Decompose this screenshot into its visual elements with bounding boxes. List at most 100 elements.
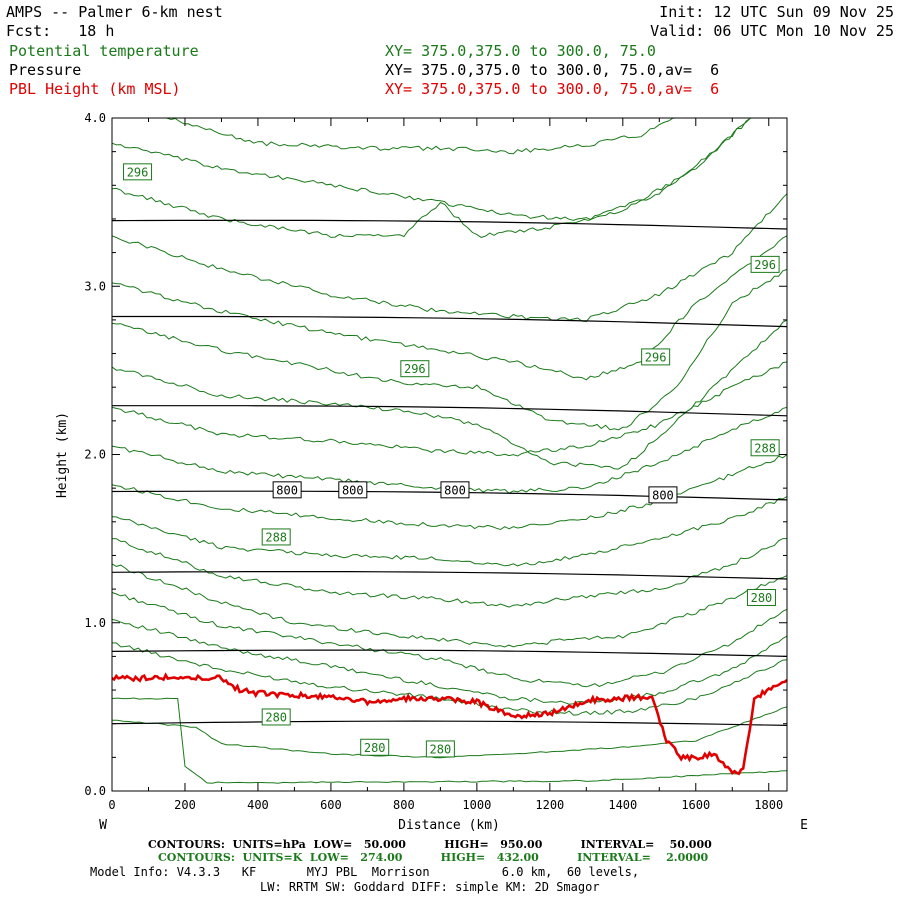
contour-label-text: 296 [645, 350, 667, 364]
theta-contour-3 [111, 563, 788, 648]
x-tick-label: 600 [320, 798, 342, 812]
contour-label-box [750, 439, 780, 457]
contour-label-3: 296 [400, 360, 430, 378]
forecast-label: Fcst: 18 h [6, 23, 114, 40]
y-axis-label: Height (km) [55, 412, 70, 498]
contour-label-text: 800 [444, 483, 466, 497]
footer-theta-contours: CONTOURS: UNITS=K LOW= 274.00 HIGH= 432.… [158, 851, 709, 864]
pressure-contour-1 [111, 649, 788, 657]
contour-label-11: 800 [338, 481, 368, 499]
theta-contour-10 [111, 268, 788, 431]
field-name-theta: Potential temperature [9, 42, 199, 60]
contour-label-box [360, 738, 390, 756]
contour-label-7: 280 [261, 708, 291, 726]
field-name-pbl: PBL Height (km MSL) [9, 80, 181, 98]
contour-label-box [641, 348, 671, 366]
contour-label-text: 280 [430, 742, 452, 756]
contour-label-text: 288 [754, 441, 776, 455]
contour-label-box [425, 740, 455, 758]
contour-label-text: 800 [652, 488, 674, 502]
contour-label-text: 280 [265, 710, 287, 724]
footer-physics: LW: RRTM SW: Goddard DIFF: simple KM: 2D… [260, 880, 600, 894]
x-tick-label: 1600 [681, 798, 710, 812]
east-end-label: E [800, 818, 808, 833]
y-tick-label: 2.0 [84, 448, 106, 462]
contour-label-group: 296 296 296 296 288 288 280 280 280 280 800 800 800 8… [123, 163, 780, 758]
contour-label-12: 800 [440, 481, 470, 499]
fcst-label: Fcst: [6, 22, 52, 40]
theta-contour-14 [111, 117, 751, 221]
y-tick-label: 0.0 [84, 784, 106, 798]
pressure-contour-4 [112, 405, 788, 417]
contour-label-text: 296 [127, 165, 149, 179]
contour-label-text: 296 [404, 362, 426, 376]
contour-label-5: 288 [261, 528, 291, 546]
contour-label-box [440, 481, 470, 499]
y-tick-label: 4.0 [84, 111, 106, 125]
field-name-pressure: Pressure [9, 61, 82, 79]
footer-model-info: Model Info: V4.3.3 KF MYJ PBL Morrison 6… [90, 865, 640, 879]
contour-label-box [400, 360, 430, 378]
footer-pressure-contours: CONTOURS: UNITS=hPa LOW= 50.000 HIGH= 95… [148, 838, 712, 851]
theta-contour-9 [111, 319, 788, 470]
field-xs-pbl: XY= 375.0,375.0 to 300.0, 75.0,av= 6 [385, 80, 720, 98]
contour-label-box [648, 486, 678, 504]
init-time: Init: 12 UTC Sun 09 Nov 25 [659, 3, 894, 21]
x-tick-label: 200 [174, 798, 196, 812]
pressure-contour-0 [111, 720, 788, 726]
contour-label-4: 288 [750, 439, 780, 457]
contour-label-text: 280 [364, 741, 386, 755]
contour-label-8: 280 [360, 738, 390, 756]
contour-label-box [123, 163, 153, 181]
y-tick-label: 1.0 [84, 616, 106, 630]
pressure-contour-5 [112, 315, 788, 328]
theta-contour-4 [111, 538, 787, 608]
x-tick-label: 1200 [535, 798, 564, 812]
contour-label-box [261, 708, 291, 726]
contour-label-9: 280 [425, 740, 455, 758]
contour-label-box [746, 589, 776, 607]
valid-time: Valid: 06 UTC Mon 10 Nov 25 [650, 22, 894, 40]
contour-label-box [338, 481, 368, 499]
axis-group: 0 200 400 600 800 1000 1200 1400 1600 1800 0.0 1.0 2… [84, 111, 787, 812]
contour-label-text: 296 [754, 258, 776, 272]
pbl-height-group [111, 672, 788, 776]
contour-label-text: 280 [751, 591, 773, 605]
contour-label-box [750, 255, 780, 273]
theta-contour-15 [166, 117, 678, 155]
x-axis-label: Distance (km) [398, 818, 500, 833]
theta-contour-5 [111, 496, 788, 567]
fcst-value: 18 h [78, 22, 115, 40]
contour-label-1: 296 [750, 255, 780, 273]
contour-label-text: 800 [276, 483, 298, 497]
field-xs-pressure: XY= 375.0,375.0 to 300.0, 75.0,av= 6 [385, 61, 720, 79]
theta-contour-1 [111, 618, 788, 705]
pressure-contour-6 [111, 219, 788, 230]
contour-label-10: 800 [272, 481, 302, 499]
x-tick-label: 0 [108, 798, 115, 812]
contour-label-13: 800 [648, 486, 678, 504]
chart-title: AMPS -- Palmer 6-km nest [6, 3, 223, 21]
field-xs-theta: XY= 375.0,375.0 to 300.0, 75.0 [385, 42, 656, 60]
pbl-height-line [111, 672, 788, 776]
x-tick-label: 1000 [462, 798, 491, 812]
theta-contour-11 [111, 235, 788, 381]
contour-label-6: 280 [746, 589, 776, 607]
contour-label-box [272, 481, 302, 499]
y-tick-label: 3.0 [84, 279, 106, 293]
theta-contour-8 [111, 361, 788, 457]
pressure-contour-2 [111, 571, 788, 580]
x-tick-label: 1800 [754, 798, 783, 812]
theta-contour-group [111, 117, 788, 784]
x-tick-label: 800 [393, 798, 415, 812]
theta-contour-12 [111, 193, 788, 323]
contour-label-2: 296 [641, 348, 671, 366]
contour-label-text: 800 [342, 483, 364, 497]
x-tick-label: 400 [247, 798, 269, 812]
contour-label-text: 288 [265, 530, 287, 544]
pressure-contour-group [111, 219, 788, 726]
theta-contour-13 [111, 117, 751, 238]
plot-frame [111, 117, 788, 792]
x-tick-label: 1400 [608, 798, 637, 812]
